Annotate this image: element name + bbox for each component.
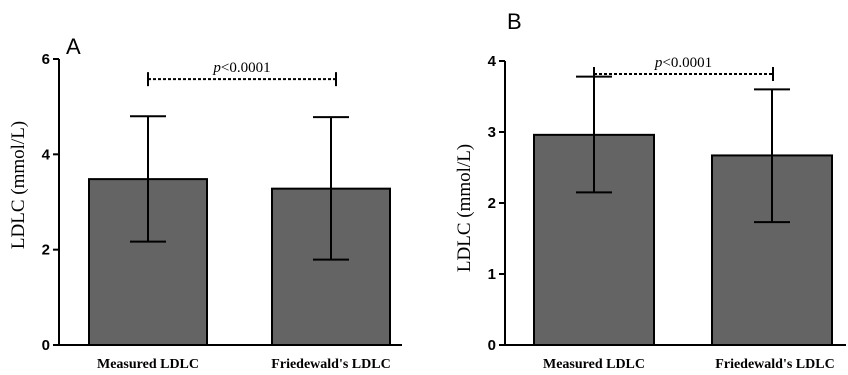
panel-a-category-friedewald: Friedewald's LDLC: [271, 357, 390, 372]
panel-b-tick-label-1: 1: [488, 266, 496, 283]
panel-a-ticks: 0 2 4 6: [42, 51, 59, 354]
panel-a-error-bars: [130, 115, 349, 261]
panel-b-tick-label-3: 3: [488, 124, 496, 141]
panel-a-tick-label-2: 2: [42, 242, 50, 259]
panel-a-tick-label-4: 4: [42, 146, 51, 163]
panel-a-category-measured: Measured LDLC: [97, 357, 199, 372]
panel-a-significance: p<0.0001: [147, 60, 337, 87]
panel-b-tick-label-2: 2: [488, 195, 496, 212]
panel-b-bars: [533, 133, 833, 346]
panel-b-p-value: p<0.0001: [654, 55, 712, 71]
panel-a-tick-label-0: 0: [42, 337, 50, 354]
panel-b-bar-friedewald: [711, 154, 833, 346]
panel-b-category-friedewald: Friedewald's LDLC: [715, 357, 834, 372]
panel-a: A LDLC (mmol/L) 0 2 4 6 p<0.0001 Measured L…: [8, 34, 402, 372]
panel-a-tick-label-6: 6: [42, 51, 50, 68]
panel-a-p-value: p<0.0001: [212, 60, 270, 76]
panel-b-error-bars: [576, 75, 790, 224]
panel-a-letter: A: [66, 34, 81, 59]
panel-b-letter: B: [507, 9, 522, 34]
panel-a-y-axis-label: LDLC (mmol/L): [8, 121, 29, 249]
panel-b-tick-label-4: 4: [488, 53, 497, 70]
panel-b-significance: p<0.0001: [593, 55, 774, 81]
panel-b-ticks: 0 1 2 3 4: [488, 53, 505, 354]
panel-a-bars: [88, 178, 391, 346]
panel-b-tick-label-0: 0: [488, 337, 496, 354]
panel-b-category-measured: Measured LDLC: [543, 357, 645, 372]
panel-b-y-axis-label: LDLC (mmol/L): [454, 144, 475, 272]
panel-b: B LDLC (mmol/L) 0 1 2 3 4 p<0.0001 Measured …: [454, 9, 846, 372]
